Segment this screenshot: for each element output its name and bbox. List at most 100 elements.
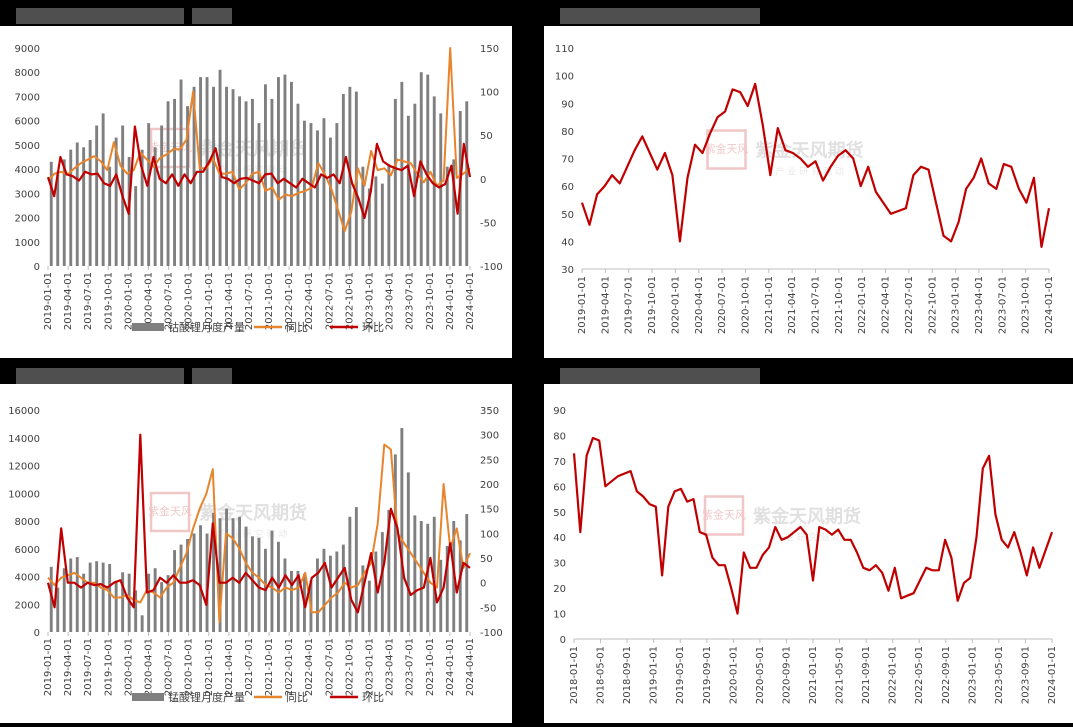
chart-bl-bar [69,558,73,632]
chart-tl-series-mom [46,125,472,220]
chart-tl-bar [62,159,66,266]
chart-bl-legend-swatch [132,693,164,701]
chart-bl-xtick-label: 2022-10-01 [344,638,355,696]
chart-bl-bar [432,516,436,632]
chart-tr-ytick: 30 [561,265,574,276]
chart-br-watermark-seal-frame [703,495,745,536]
chart-bl-xtick-label: 2022-01-01 [284,638,295,696]
chart-bl-bar [290,570,293,632]
chart-br-ytick: 70 [553,457,566,468]
chart-br-ytick: 80 [553,431,566,442]
chart-tr-xtick-label: 2023-10-01 [1021,276,1032,334]
chart-tl-bar [465,101,469,266]
chart-br-xtick-label: 2023-01-01 [967,646,978,704]
chart-bl-bar [270,530,274,632]
chart-bl-bar [225,508,228,632]
chart-tl-series-yoy [47,47,471,233]
chart-tl-ytick-left: 5000 [15,141,40,152]
chart-tr-watermark-seal-frame [706,129,747,170]
chart-tl-xtick-label: 2022-04-01 [304,272,315,330]
chart-tl-bar [134,186,138,266]
chart-tl-xtick-label: 2020-04-01 [143,272,154,330]
chart-tl-bar [231,89,235,266]
chart-bl-bar [212,512,215,632]
chart-tr-xtick-label: 2019-04-01 [600,276,611,334]
chart-bl-bar [186,539,189,632]
chart-bl-bar [134,590,138,632]
chart-bl-xtick-label: 2019-04-01 [63,638,74,696]
chart-bl-bar [283,558,287,632]
chart-tl-bar [225,86,228,266]
chart-bl-bar [244,526,248,632]
chart-bl-series-mom [46,433,471,614]
chart-tr-watermark-tagline: 产 业 研 究 驱 动 [776,166,844,178]
chart-br-ytick: 50 [553,508,566,519]
chart-tl-bar [205,77,209,266]
chart-tl-bar [452,159,456,266]
chart-bl-xtick-label: 2019-07-01 [83,638,94,696]
chart-bl-bar [406,472,410,632]
chart-tl-ytick-left: 9000 [15,44,40,55]
chart-tl-xtick-label: 2023-01-01 [365,272,376,330]
chart-bl-ytick-right: 100 [480,529,499,540]
chart-bl-xtick-label: 2023-07-01 [405,638,416,696]
chart-tr-xtick-label: 2020-01-01 [670,276,681,334]
chart-bl-bar [387,509,391,632]
chart-bl-bar [121,572,125,632]
chart-tl-bar [283,74,287,266]
chart-bl-bar [238,516,241,632]
chart-bl-bar [231,518,235,632]
chart-bl-bar [296,570,300,632]
chart-tl-xtick-label: 2020-01-01 [123,272,134,330]
chart-bl-xtick-label: 2020-07-01 [164,638,175,696]
chart-bl-bar [354,507,358,632]
chart-bl-ytick-right: 200 [480,480,499,491]
chart-br-xtick-label: 2020-09-01 [781,646,792,704]
chart-tl-xtick-label: 2021-07-01 [244,272,255,330]
chart-bl-ytick-left: 2000 [15,600,40,611]
chart-br-xtick-label: 2022-05-01 [914,646,925,704]
chart-br-xtick-label: 2018-09-01 [622,646,633,704]
chart-bl-bar [419,521,423,632]
chart-bl-bar [160,582,164,633]
chart-tl-bar [335,123,339,266]
chart-bl-ytick-right: 150 [480,505,499,516]
chart-tl-bar [114,137,118,266]
chart-tl-bar [147,123,151,266]
chart-tl-legend-label: 钴酸锂月度产量 [168,320,245,334]
chart-bl-ytick-left: 0 [34,628,40,639]
chart-tr-ytick: 50 [561,210,574,221]
chart-br-ytick: 30 [553,559,566,570]
chart-tr-xtick-label: 2019-07-01 [624,276,635,334]
chart-br-xtick-label: 2021-05-01 [835,646,846,704]
chart-tl-bar [108,166,112,266]
chart-tl-bar [140,149,144,266]
chart-tl-bar [367,188,371,266]
chart-tl-ytick-right: 100 [480,88,499,99]
chart-tr-ytick: 80 [561,127,574,138]
chart-bl-bar [62,568,66,632]
chart-bl-bar [56,587,60,632]
chart-tr-ytick: 40 [561,237,574,248]
chart-tl-bar [69,149,73,266]
chart-panel-br: 0 10 20 30 40 50 60 70 80 90 紫金天风 紫金天风期货产 业 研 究 驱 动… [544,384,1073,723]
chart-bl-bar [257,537,261,632]
chart-bl-bar [166,575,170,632]
chart-tl-bar [173,98,176,267]
chart-bl-bar [199,525,202,632]
chart-bl-ytick-left: 16000 [8,406,40,417]
chart-br-ytick: 0 [560,635,566,646]
chart-tl-bar [322,118,326,266]
chart-bl-xtick-label: 2021-10-01 [264,638,275,696]
chart-tl-ytick-left: 6000 [15,117,40,128]
chart-tl-xtick-label: 2022-07-01 [324,272,335,330]
chart-tr-xtick-label: 2023-07-01 [997,276,1008,334]
chart-bl-ytick-left: 12000 [8,462,40,473]
chart-bl-ytick-right: 300 [480,431,499,442]
chart-tl-title-bar [16,8,232,24]
chart-bl-ytick-left: 4000 [15,573,40,584]
chart-tl-bar [406,115,410,266]
chart-bl-title-bar [16,368,232,384]
chart-tr-xtick-label: 2020-10-01 [740,276,751,334]
